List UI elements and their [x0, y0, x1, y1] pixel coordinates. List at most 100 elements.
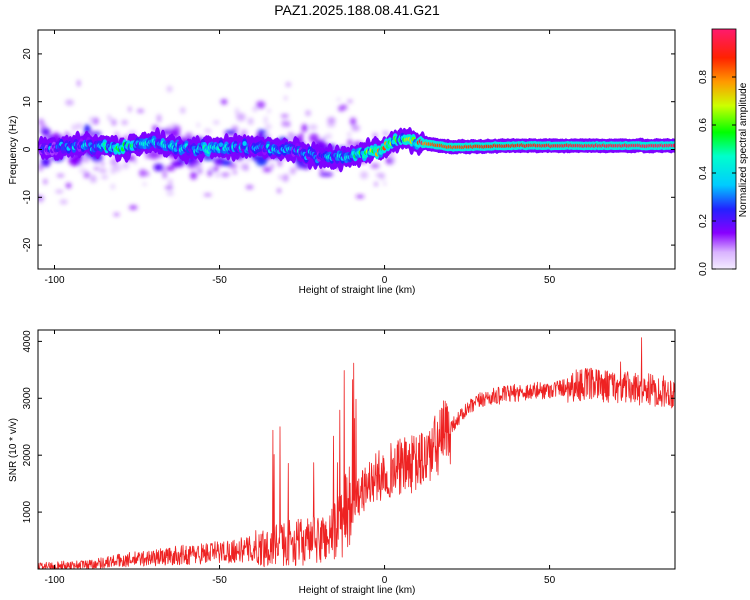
noise-blob	[277, 188, 282, 194]
noise-blob	[284, 96, 288, 101]
noise-blob	[83, 172, 91, 179]
noise-blob	[347, 139, 353, 147]
snr-series-line	[38, 337, 675, 569]
noise-blob	[245, 164, 248, 172]
noise-blob	[146, 171, 150, 177]
colorbar-tick-label: 0.4	[698, 166, 709, 180]
x-tick-label: -50	[212, 575, 227, 586]
noise-blob	[374, 181, 378, 187]
noise-blob	[38, 164, 44, 172]
noise-blob	[40, 127, 51, 136]
noise-blob	[64, 132, 70, 136]
y-tick-label: -10	[22, 190, 33, 205]
noise-blob	[101, 175, 109, 180]
noise-blob	[309, 133, 319, 144]
spectral-ridge	[38, 127, 675, 173]
noise-blob	[247, 117, 254, 125]
noise-blob	[221, 99, 228, 105]
noise-blob	[93, 167, 100, 170]
colorbar-gradient	[711, 28, 737, 270]
noise-blob	[180, 107, 186, 114]
ridge-core	[242, 141, 247, 146]
noise-blob	[290, 167, 296, 175]
figure-title: PAZ1.2025.188.08.41.G21	[274, 2, 440, 18]
noise-blob	[101, 161, 104, 167]
x-tick-label: 0	[382, 275, 388, 286]
noise-blob	[285, 82, 292, 87]
noise-blob	[235, 107, 239, 116]
snr-x-axis-label: Height of straight line (km)	[299, 585, 416, 596]
noise-blob	[121, 119, 128, 125]
y-tick-label: 2000	[22, 444, 33, 467]
noise-blob	[265, 124, 272, 130]
noise-blob	[128, 205, 138, 210]
noise-blob	[122, 162, 130, 169]
snr-y-axis: 1000 2000 3000 4000	[22, 330, 675, 523]
noise-blob	[164, 186, 174, 190]
colorbar-tick-label: 0.0	[698, 262, 709, 276]
noise-blob	[233, 170, 237, 175]
y-tick-label: 3000	[22, 387, 33, 410]
noise-blob	[185, 132, 193, 138]
noise-blob	[278, 160, 282, 167]
snr-panel: -100 -50 0 50 1000 2000 3000 4000 Height of st…	[8, 329, 676, 596]
y-tick-label: 1000	[22, 501, 33, 524]
noise-blob	[43, 178, 48, 185]
noise-blob	[278, 175, 282, 180]
noise-blob	[287, 133, 294, 137]
noise-blob	[213, 120, 220, 125]
noise-blob	[153, 163, 164, 172]
noise-blob	[350, 117, 357, 126]
noise-blob	[78, 168, 88, 173]
noise-blob	[168, 178, 173, 187]
snr-y-axis-label: SNR (10 * v/v)	[8, 418, 19, 482]
y-tick-label: 4000	[22, 330, 33, 353]
noise-blob	[305, 110, 311, 116]
noise-blob	[107, 118, 115, 122]
noise-blob	[322, 136, 326, 141]
noise-blob	[188, 160, 202, 165]
snr-plot-frame	[37, 329, 676, 570]
noise-blob	[214, 173, 221, 177]
x-tick-label: -100	[44, 275, 64, 286]
noise-blob	[110, 183, 116, 190]
noise-blob	[281, 120, 288, 128]
noise-blob	[142, 182, 147, 186]
noise-blob	[107, 115, 111, 119]
noise-blob	[236, 112, 246, 122]
spectrogram-y-axis: -20 -10 0 10 20	[22, 48, 675, 252]
y-tick-label: 20	[22, 48, 33, 60]
noise-blob	[156, 114, 162, 123]
noise-blob	[167, 126, 172, 130]
colorbar-ticks: 0.0 0.2 0.4 0.6 0.8	[698, 70, 736, 276]
x-tick-label: -100	[44, 575, 64, 586]
noise-blob	[138, 169, 147, 177]
colorbar-tick-label: 0.8	[698, 70, 709, 84]
x-tick-label: 50	[544, 575, 556, 586]
noise-blob	[240, 129, 248, 136]
noise-blob	[267, 108, 271, 113]
noise-blob	[90, 177, 97, 183]
noise-blob	[94, 160, 100, 165]
noise-blob	[196, 123, 200, 128]
noise-blob	[59, 199, 68, 205]
noise-blob	[221, 159, 233, 166]
colorbar-tick-label: 0.2	[698, 214, 709, 228]
noise-blob	[252, 106, 258, 112]
noise-blob	[264, 115, 268, 125]
noise-blob	[270, 162, 274, 170]
spectrogram-x-axis: -100 -50 0 50	[44, 30, 556, 286]
noise-blob	[240, 163, 246, 171]
noise-blob	[262, 167, 272, 173]
ridge-core	[218, 142, 224, 148]
noise-blob	[319, 172, 334, 177]
noise-blob	[110, 166, 116, 175]
colorbar-tick-label: 0.6	[698, 118, 709, 132]
noise-blob	[170, 123, 178, 127]
noise-blob	[347, 132, 351, 137]
spectrogram-heatmap	[38, 79, 675, 216]
noise-blob	[85, 156, 90, 162]
noise-blob	[360, 171, 369, 179]
noise-blob	[162, 170, 167, 179]
noise-blob	[212, 166, 219, 172]
